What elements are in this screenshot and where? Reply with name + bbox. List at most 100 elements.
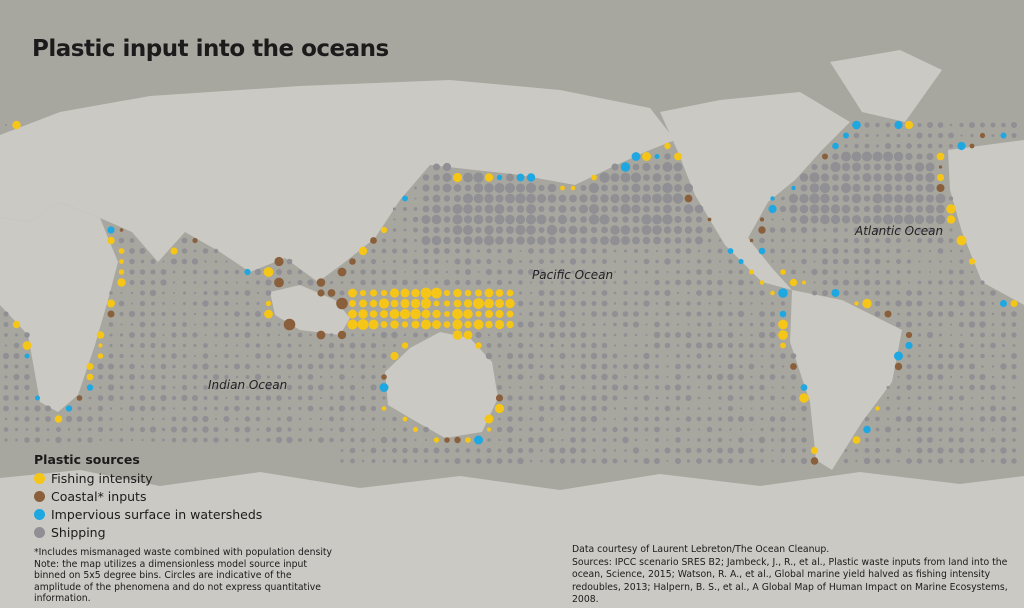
source-dot bbox=[498, 438, 501, 442]
source-dot bbox=[539, 280, 544, 285]
source-dot bbox=[235, 385, 239, 390]
source-dot bbox=[959, 458, 964, 464]
source-dot bbox=[739, 364, 743, 369]
land-southeast-asia bbox=[270, 285, 350, 335]
source-dot bbox=[193, 249, 197, 253]
source-dot bbox=[496, 458, 503, 464]
source-dot bbox=[727, 248, 734, 254]
source-dot bbox=[655, 396, 659, 400]
source-dot bbox=[339, 395, 345, 401]
source-dot bbox=[907, 396, 911, 400]
source-dot bbox=[193, 344, 197, 347]
source-dot bbox=[507, 364, 513, 369]
source-dot bbox=[96, 331, 105, 339]
source-dot bbox=[601, 300, 608, 307]
source-dot bbox=[550, 259, 554, 264]
source-dot bbox=[958, 395, 965, 401]
source-dot bbox=[129, 280, 135, 285]
source-dot bbox=[307, 279, 314, 286]
source-dot bbox=[129, 405, 135, 412]
source-dot bbox=[886, 133, 890, 138]
source-dot bbox=[109, 291, 113, 295]
source-dot bbox=[443, 289, 451, 297]
source-dot bbox=[696, 259, 702, 264]
source-dot bbox=[570, 343, 576, 348]
source-dot bbox=[203, 270, 208, 274]
source-dot bbox=[245, 395, 250, 401]
source-dot bbox=[203, 343, 208, 348]
source-dot bbox=[529, 417, 533, 421]
source-dot bbox=[371, 353, 376, 359]
source-dot bbox=[875, 270, 880, 274]
source-dot bbox=[571, 386, 575, 389]
source-dot bbox=[697, 301, 701, 306]
source-dot bbox=[729, 291, 732, 295]
source-dot bbox=[894, 362, 903, 371]
source-dot bbox=[750, 407, 753, 410]
source-dot bbox=[4, 344, 8, 347]
source-dot bbox=[131, 302, 133, 305]
source-dot bbox=[696, 269, 702, 275]
source-dot bbox=[676, 417, 680, 421]
source-dot bbox=[833, 238, 838, 243]
source-dot bbox=[98, 343, 103, 348]
source-dot bbox=[591, 363, 597, 370]
source-dot bbox=[685, 248, 692, 254]
source-dot bbox=[536, 214, 547, 225]
source-dot bbox=[235, 344, 239, 347]
source-dot bbox=[485, 320, 493, 329]
source-dot bbox=[949, 228, 953, 232]
source-dot bbox=[904, 120, 914, 130]
source-dot bbox=[475, 310, 482, 318]
source-dot bbox=[591, 301, 597, 306]
source-dot bbox=[485, 215, 493, 224]
source-dot bbox=[633, 363, 639, 370]
source-dot bbox=[948, 427, 954, 432]
source-dot bbox=[423, 332, 429, 338]
source-dot bbox=[107, 236, 115, 245]
source-dot bbox=[329, 280, 334, 285]
source-dot bbox=[716, 373, 724, 381]
source-dot bbox=[905, 300, 913, 307]
impervious-swatch-icon bbox=[34, 508, 45, 520]
source-dot bbox=[791, 427, 796, 432]
source-dot bbox=[991, 365, 995, 368]
source-dot bbox=[655, 448, 659, 453]
source-dot bbox=[550, 343, 554, 348]
source-dot bbox=[886, 396, 890, 400]
source-dot bbox=[549, 290, 555, 296]
source-dot bbox=[399, 308, 411, 320]
source-dot bbox=[507, 332, 513, 338]
source-dot bbox=[287, 353, 292, 359]
source-dot bbox=[841, 162, 851, 172]
source-dot bbox=[769, 374, 776, 380]
source-dot bbox=[193, 301, 197, 306]
source-dot bbox=[613, 333, 617, 337]
source-dot bbox=[254, 373, 262, 381]
source-dot bbox=[319, 417, 323, 421]
source-dot bbox=[193, 291, 197, 295]
source-dot bbox=[463, 309, 473, 319]
source-dot bbox=[88, 396, 92, 400]
source-dot bbox=[812, 290, 817, 296]
source-dot bbox=[506, 226, 514, 234]
source-dot bbox=[46, 428, 50, 431]
source-dot bbox=[832, 279, 839, 286]
source-dot bbox=[939, 270, 942, 274]
source-dot bbox=[182, 270, 187, 274]
source-dot bbox=[601, 342, 608, 349]
source-dot bbox=[286, 436, 293, 444]
source-dot bbox=[475, 331, 482, 339]
source-dot bbox=[676, 301, 680, 306]
source-dot bbox=[1011, 427, 1017, 432]
source-dot bbox=[537, 194, 546, 203]
source-dot bbox=[392, 459, 397, 463]
source-dot bbox=[1011, 363, 1017, 370]
source-dot bbox=[139, 269, 146, 275]
source-dot bbox=[410, 298, 421, 309]
source-dot bbox=[560, 417, 565, 421]
source-dot bbox=[425, 281, 427, 284]
source-dot bbox=[463, 236, 473, 245]
source-dot bbox=[602, 427, 607, 432]
source-dot bbox=[727, 332, 734, 338]
